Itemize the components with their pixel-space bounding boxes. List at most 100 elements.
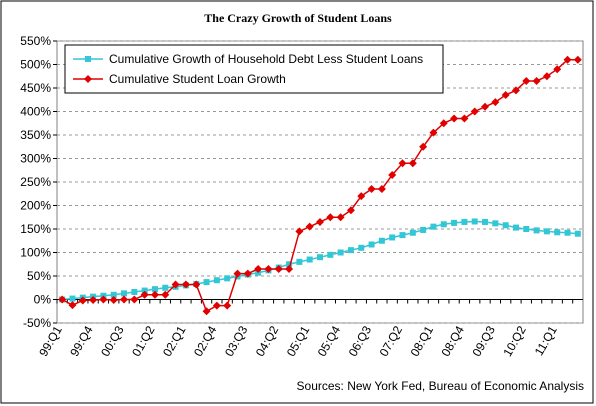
data-point [140,290,149,299]
data-point [89,295,98,304]
data-point [419,142,428,151]
data-point [573,55,582,64]
data-point [512,224,519,231]
data-point [471,218,478,225]
data-point [523,226,530,232]
data-point [430,223,437,230]
data-point [367,185,376,194]
data-point [440,221,447,228]
data-point [408,159,417,168]
y-tick-label: 150% [20,222,51,236]
data-point [68,301,77,310]
data-point [212,301,221,310]
data-point [563,55,572,64]
data-point [295,227,304,236]
y-tick-label: 50% [27,269,51,283]
y-tick-label: 0% [34,293,52,307]
data-point [398,159,407,168]
y-tick-label: 300% [20,152,51,166]
data-point [78,296,87,305]
data-point [368,241,375,248]
data-point [450,114,459,123]
y-tick-label: 250% [20,175,51,189]
data-point [470,107,479,116]
data-point [511,86,520,95]
data-point [439,119,448,128]
data-point [99,295,108,304]
y-tick-label: 450% [20,81,51,95]
data-point [223,301,232,310]
data-point [327,251,334,258]
y-tick-label: 400% [20,105,51,119]
data-point [543,228,550,235]
data-point [533,227,540,234]
data-point [542,72,551,81]
data-point [502,222,509,229]
data-point [378,237,385,244]
data-point [151,286,158,293]
data-point [460,114,469,123]
data-point [121,290,128,297]
data-point [564,229,571,236]
legend-marker [84,75,92,83]
data-point [461,218,468,225]
data-point [336,213,345,222]
data-point [481,102,490,111]
data-point [532,76,541,85]
data-point [181,280,190,289]
data-point [58,295,67,304]
data-point [131,288,138,295]
data-point [162,284,169,291]
data-point [389,234,396,241]
data-point [501,91,510,100]
data-point [285,264,294,273]
y-tick-label: 350% [20,128,51,142]
chart-title: The Crazy Growth of Student Loans [204,11,392,25]
y-tick-label: -50% [23,316,51,330]
data-point [305,222,314,231]
data-point [574,230,581,237]
data-point [553,65,562,74]
data-point [296,258,303,265]
data-point [357,192,366,201]
data-point [213,277,220,284]
data-point [120,295,129,304]
data-point [377,185,386,194]
data-point [150,290,159,299]
source-note: Sources: New York Fed, Bureau of Economi… [297,379,584,393]
data-point [522,76,531,85]
data-point [110,291,117,298]
data-point [347,247,354,254]
data-point [491,98,500,107]
data-point [254,264,263,273]
data-point [161,290,170,299]
data-point [358,244,365,251]
data-point [192,280,201,289]
y-tick-label: 500% [20,58,51,72]
series [58,55,582,316]
data-point [451,219,458,226]
data-point [409,229,416,236]
data-point [482,218,489,225]
data-point [203,279,210,286]
data-point [243,269,252,278]
data-point [130,295,139,304]
data-point [109,295,118,304]
data-point [399,232,406,239]
data-point [337,249,344,256]
data-point [202,307,211,316]
data-point [171,280,180,289]
data-point [264,264,273,273]
data-point [554,229,561,236]
data-point [286,261,293,268]
data-point [69,295,76,302]
data-point [224,275,231,282]
data-point [274,264,283,273]
data-point [429,128,438,137]
data-point [316,217,324,226]
legend-label: Cumulative Student Loan Growth [109,72,286,86]
data-point [233,269,242,278]
legend: Cumulative Growth of Household Debt Less… [64,44,444,94]
data-point [326,213,335,222]
